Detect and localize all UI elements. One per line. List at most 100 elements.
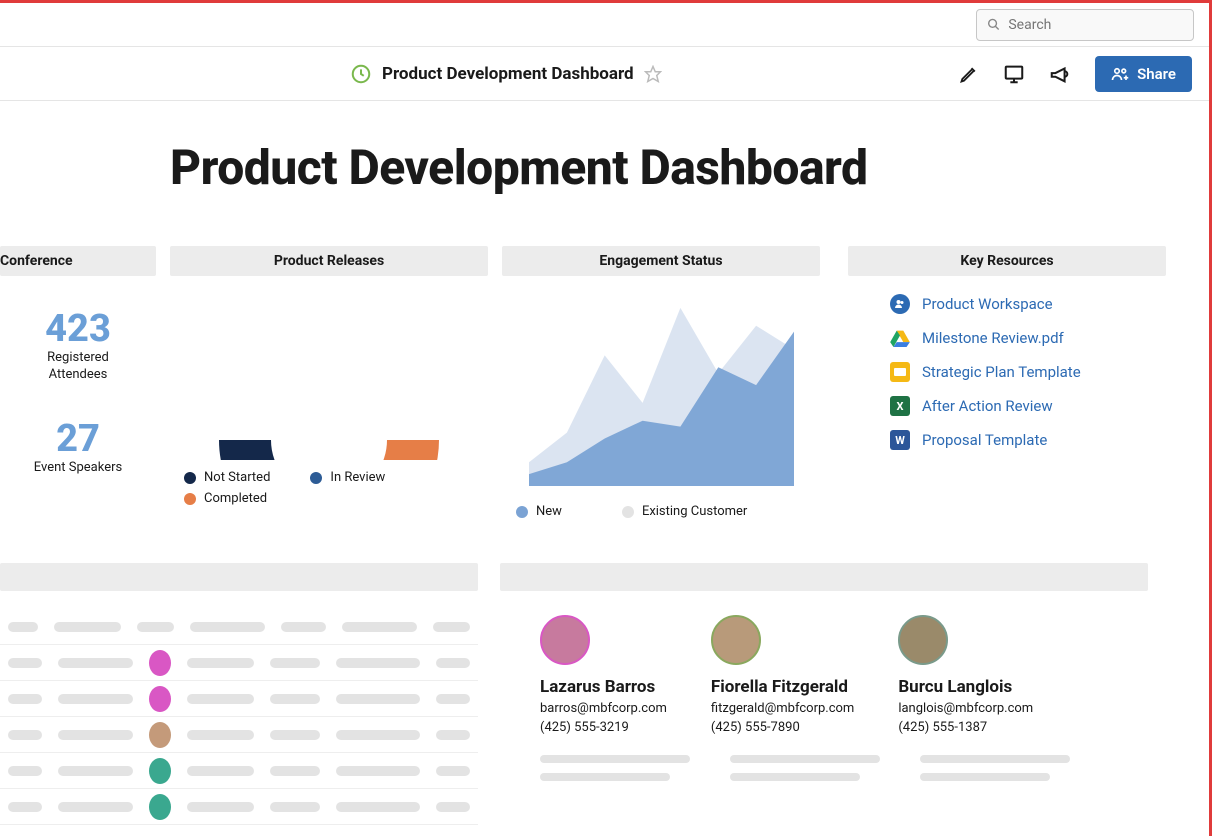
sk-cell <box>137 622 174 632</box>
excel-icon: X <box>890 396 910 416</box>
dashboard-icon <box>350 63 372 85</box>
topbar <box>0 0 1212 47</box>
gdrive-icon <box>890 328 910 348</box>
sk-cell <box>336 802 420 812</box>
bottom-panel-contacts: Lazarus Barros barros@mbfcorp.com (425) … <box>500 563 1148 825</box>
releases-legend: Not StartedIn ReviewCompleted <box>170 460 488 506</box>
legend-item: New <box>516 504 562 519</box>
search-input[interactable] <box>1008 17 1183 33</box>
sk-bar <box>540 773 670 781</box>
sk-bar <box>540 755 690 763</box>
resources-list: Product Workspace Milestone Review.pdf Str… <box>848 276 1166 450</box>
table-row <box>0 717 478 753</box>
search-box[interactable] <box>976 9 1194 41</box>
slides-icon <box>890 362 910 382</box>
legend-dot <box>310 472 322 484</box>
card-header-resources: Key Resources <box>848 246 1166 276</box>
sk-cell <box>342 622 417 632</box>
sk-cell <box>58 766 134 776</box>
megaphone-icon <box>1049 63 1071 85</box>
card-engagement: Engagement Status NewExisting Customer <box>502 246 820 519</box>
resource-item[interactable]: XAfter Action Review <box>890 396 1166 416</box>
monitor-icon <box>1003 63 1025 85</box>
sk-cell <box>8 802 42 812</box>
sk-cell <box>187 694 254 704</box>
sk-cell <box>336 766 420 776</box>
sk-bar <box>730 755 880 763</box>
contact-email: fitzgerald@mbfcorp.com <box>711 701 854 716</box>
sk-cell <box>58 730 134 740</box>
card-releases: Product Releases Not StartedIn ReviewCom… <box>170 246 488 519</box>
sk-cell <box>8 730 42 740</box>
avatar <box>711 615 761 665</box>
sk-cell <box>8 694 42 704</box>
donut-segment <box>219 440 288 460</box>
resource-item[interactable]: Product Workspace <box>890 294 1166 314</box>
word-icon: W <box>890 430 910 450</box>
legend-item: Not Started <box>184 470 270 485</box>
table-row <box>0 753 478 789</box>
bottom-panel-table <box>0 563 478 825</box>
legend-label: Existing Customer <box>642 504 747 519</box>
legend-label: In Review <box>330 470 385 485</box>
page-title: Product Development Dashboard <box>170 139 1212 196</box>
sk-cell <box>281 622 326 632</box>
contact-name: Fiorella Fitzgerald <box>711 677 854 697</box>
legend-dot <box>184 493 196 505</box>
avatar <box>540 615 590 665</box>
metric-speakers: 27 Event Speakers <box>0 420 156 477</box>
skeleton-col <box>730 755 880 781</box>
sk-cell <box>270 658 320 668</box>
sk-cell <box>58 694 134 704</box>
avatar-small <box>149 686 171 712</box>
announce-button[interactable] <box>1049 63 1071 85</box>
engagement-legend: New Existing Customer <box>502 486 820 519</box>
sk-cell <box>436 730 470 740</box>
resource-item[interactable]: Strategic Plan Template <box>890 362 1166 382</box>
contacts-list: Lazarus Barros barros@mbfcorp.com (425) … <box>500 615 1148 735</box>
contact-phone: (425) 555-1387 <box>898 720 1033 735</box>
sk-cell <box>187 730 254 740</box>
sk-cell <box>336 730 420 740</box>
table-header-row <box>0 609 478 645</box>
avatar <box>898 615 948 665</box>
metric-value: 27 <box>0 420 156 458</box>
resource-item[interactable]: WProposal Template <box>890 430 1166 450</box>
header-title: Product Development Dashboard <box>382 64 634 84</box>
legend-dot <box>622 506 634 518</box>
table-row <box>0 681 478 717</box>
sk-bar <box>920 773 1050 781</box>
search-icon <box>987 17 1000 32</box>
sk-cell <box>336 658 420 668</box>
present-button[interactable] <box>1003 63 1025 85</box>
people-icon <box>1111 65 1129 83</box>
share-button[interactable]: Share <box>1095 56 1192 92</box>
edit-button[interactable] <box>959 64 979 84</box>
sk-cell <box>436 802 470 812</box>
pencil-icon <box>959 64 979 84</box>
bottom-header <box>500 563 1148 591</box>
sk-cell <box>436 658 470 668</box>
sk-cell <box>187 658 254 668</box>
card-header-conference: Conference <box>0 246 156 276</box>
sk-cell <box>270 802 320 812</box>
contact-card: Burcu Langlois langlois@mbfcorp.com (425… <box>898 615 1033 735</box>
sk-cell <box>190 622 265 632</box>
legend-item: In Review <box>310 470 385 485</box>
legend-dot <box>184 472 196 484</box>
sk-bar <box>920 755 1070 763</box>
skeleton-bars <box>500 755 1148 781</box>
contact-email: barros@mbfcorp.com <box>540 701 667 716</box>
contact-email: langlois@mbfcorp.com <box>898 701 1033 716</box>
sk-cell <box>187 766 254 776</box>
sk-cell <box>270 730 320 740</box>
share-label: Share <box>1137 65 1176 83</box>
header: Product Development Dashboard Share <box>0 47 1212 101</box>
avatar-small <box>149 722 171 748</box>
contact-card: Lazarus Barros barros@mbfcorp.com (425) … <box>540 615 667 735</box>
avatar-small <box>149 794 171 820</box>
star-icon[interactable] <box>644 65 662 83</box>
sk-cell <box>270 694 320 704</box>
sk-cell <box>8 622 38 632</box>
resource-item[interactable]: Milestone Review.pdf <box>890 328 1166 348</box>
